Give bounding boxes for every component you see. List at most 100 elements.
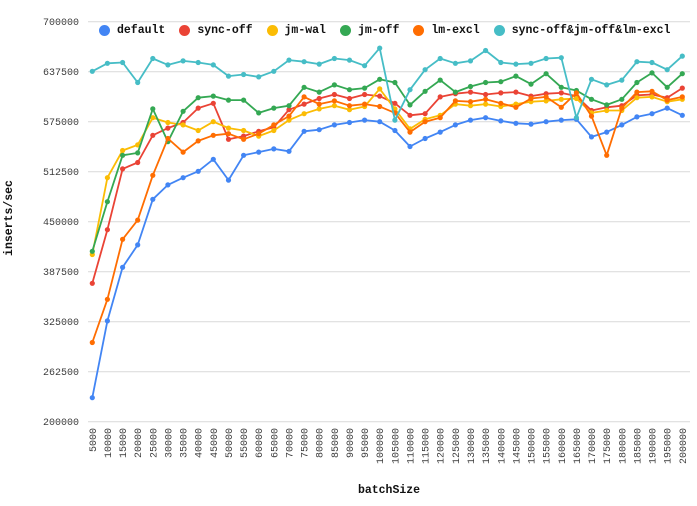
x-tick-label: 155000 xyxy=(543,428,554,464)
data-point xyxy=(316,101,322,107)
data-point xyxy=(392,127,398,134)
data-point xyxy=(513,73,519,79)
data-point xyxy=(195,127,201,134)
x-tick-label: 195000 xyxy=(664,428,675,464)
data-point xyxy=(437,55,443,62)
data-point xyxy=(256,131,262,137)
data-point xyxy=(407,143,413,150)
data-point xyxy=(316,89,322,95)
y-tick-label: 262500 xyxy=(43,368,79,379)
data-point xyxy=(195,138,201,144)
data-point xyxy=(543,71,549,77)
data-point xyxy=(604,82,610,88)
data-point xyxy=(301,94,307,100)
data-point xyxy=(513,104,519,110)
data-point xyxy=(316,95,322,102)
axis-labels-layer: 200000 262500 325000 387500 450000 512500 5750… xyxy=(43,18,690,464)
data-point xyxy=(588,96,595,102)
x-tick-label: 35000 xyxy=(180,428,191,458)
legend-swatch-sync-off-icon xyxy=(179,25,191,36)
x-tick-label: 200000 xyxy=(679,428,690,464)
y-tick-label: 637500 xyxy=(43,68,79,79)
x-tick-label: 40000 xyxy=(195,428,206,458)
data-point xyxy=(679,112,685,118)
data-point xyxy=(165,182,171,188)
y-tick-label: 512500 xyxy=(43,168,79,179)
legend-swatch-jm-off-icon xyxy=(339,25,351,36)
x-tick-label: 45000 xyxy=(210,428,221,458)
data-point xyxy=(392,100,398,106)
data-point xyxy=(135,217,141,223)
data-point xyxy=(392,117,398,123)
data-point xyxy=(362,63,368,69)
data-point xyxy=(498,59,504,66)
data-point xyxy=(210,62,216,68)
data-point xyxy=(664,105,670,111)
x-tick-label: 60000 xyxy=(255,428,266,458)
data-point xyxy=(543,119,549,125)
data-point xyxy=(362,101,368,107)
legend-label-jm-off: jm-off xyxy=(357,24,400,37)
legend-item-lm-excl[interactable]: lm-excl xyxy=(413,24,480,37)
x-tick-label: 90000 xyxy=(346,428,357,458)
y-tick-label: 325000 xyxy=(43,318,79,329)
data-point xyxy=(150,132,156,138)
data-point xyxy=(513,61,519,67)
x-tick-label: 180000 xyxy=(618,428,629,464)
x-tick-label: 165000 xyxy=(573,428,584,464)
data-point xyxy=(241,71,247,78)
data-point xyxy=(588,134,595,140)
legend-item-sync-off-jm-off-lm-excl[interactable]: sync-off&jm-off&lm-excl xyxy=(493,24,670,37)
data-point xyxy=(573,90,580,96)
data-point xyxy=(135,79,141,86)
data-point xyxy=(588,113,595,119)
data-point xyxy=(377,86,383,92)
data-point xyxy=(422,111,428,117)
data-point xyxy=(286,107,292,113)
data-point xyxy=(483,47,489,54)
data-point xyxy=(513,89,519,95)
data-point xyxy=(649,111,655,117)
data-point xyxy=(225,125,232,131)
data-point xyxy=(377,103,383,110)
data-point xyxy=(679,94,685,100)
data-point xyxy=(331,98,337,104)
data-point xyxy=(210,100,216,106)
legend-item-sync-off[interactable]: sync-off xyxy=(179,24,253,37)
data-point xyxy=(528,95,534,102)
legend-label-jm-wal: jm-wal xyxy=(284,24,326,37)
data-point xyxy=(362,91,368,98)
legend: default sync-off jm-wal jm-off lm-excl s… xyxy=(99,24,670,37)
data-point xyxy=(422,67,428,73)
x-tick-label: 105000 xyxy=(391,428,402,464)
data-point xyxy=(195,95,201,101)
data-point xyxy=(649,59,655,66)
data-point xyxy=(135,159,141,166)
legend-item-jm-wal[interactable]: jm-wal xyxy=(266,24,326,37)
x-tick-label: 10000 xyxy=(104,428,115,458)
data-point xyxy=(407,129,413,135)
data-point xyxy=(241,152,247,158)
data-point xyxy=(604,152,610,158)
x-tick-label: 65000 xyxy=(270,428,281,458)
data-point xyxy=(498,90,504,96)
data-point xyxy=(120,147,126,154)
data-point xyxy=(210,156,216,162)
x-tick-label: 25000 xyxy=(149,428,160,458)
data-point xyxy=(331,82,337,88)
data-point xyxy=(573,115,580,121)
data-point xyxy=(150,196,156,202)
data-point xyxy=(256,110,262,116)
data-point xyxy=(346,103,353,109)
data-point xyxy=(120,59,126,66)
data-point xyxy=(316,106,322,112)
legend-item-default[interactable]: default xyxy=(99,24,165,37)
x-tick-label: 175000 xyxy=(603,428,614,464)
legend-item-jm-off[interactable]: jm-off xyxy=(339,24,400,37)
data-point xyxy=(135,242,141,248)
data-point xyxy=(271,105,277,111)
data-point xyxy=(225,73,232,79)
data-point xyxy=(331,103,337,109)
data-point xyxy=(195,59,201,66)
